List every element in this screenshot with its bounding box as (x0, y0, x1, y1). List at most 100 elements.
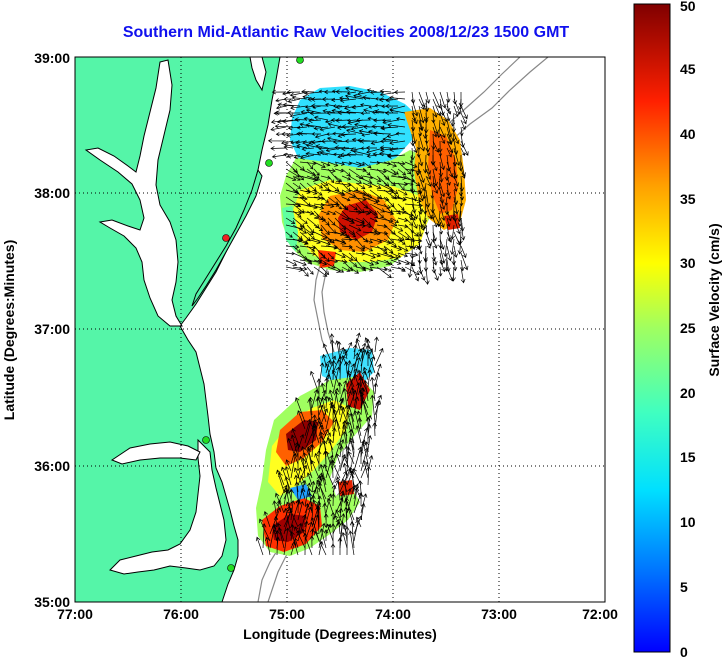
colorbar-tick-label: 5 (680, 579, 688, 595)
station-marker (227, 564, 235, 572)
velocity-arrow (353, 352, 360, 374)
velocity-arrow (410, 161, 415, 173)
velocity-arrow (439, 203, 446, 221)
velocity-arrow (453, 140, 459, 155)
velocity-arrow (390, 245, 403, 251)
velocity-arrow (397, 196, 407, 201)
colorbar-tick-label: 0 (680, 644, 688, 659)
velocity-arrow (319, 126, 336, 132)
velocity-arrow (360, 447, 369, 472)
velocity-arrow (353, 515, 363, 535)
velocity-arrow (364, 337, 376, 360)
velocity-arrow (325, 147, 343, 153)
velocity-arrow (292, 231, 303, 241)
velocity-arrow (446, 245, 453, 262)
velocity-arrow (301, 457, 306, 479)
velocity-arrow (390, 209, 407, 215)
velocity-arrow (326, 136, 343, 142)
velocity-arrow (432, 91, 441, 109)
velocity-arrow (432, 238, 438, 249)
velocity-arrow (357, 417, 362, 430)
velocity-arrow (355, 161, 366, 167)
velocity-arrow (306, 224, 315, 234)
velocity-arrow (380, 147, 399, 153)
velocity-arrow (404, 161, 418, 168)
velocity-arrow (311, 389, 319, 409)
velocity-arrow (286, 501, 299, 528)
velocity-arrow (351, 104, 364, 110)
velocity-arrow (450, 224, 455, 240)
velocity-arrow (313, 115, 329, 121)
velocity-arrow (344, 497, 355, 521)
velocity-arrow (355, 182, 366, 190)
velocity-arrow (451, 266, 456, 282)
velocity-arrow (323, 529, 329, 541)
velocity-arrow (432, 266, 439, 281)
velocity-arrow (369, 252, 381, 258)
velocity-arrow (291, 95, 308, 101)
velocity-arrow (320, 203, 335, 209)
velocity-arrow (318, 540, 324, 556)
velocity-arrow (373, 131, 392, 136)
velocity-arrow (383, 245, 394, 254)
velocity-arrow (275, 530, 280, 556)
velocity-arrow (306, 245, 316, 252)
velocity-arrow (292, 182, 302, 189)
velocity-arrow (397, 245, 409, 252)
velocity-arrow (394, 90, 406, 95)
velocity-arrow (332, 409, 341, 437)
velocity-arrow (353, 93, 371, 100)
velocity-arrow (318, 428, 329, 451)
velocity-arrow (352, 149, 371, 156)
velocity-arrow (341, 478, 348, 493)
velocity-arrow (346, 488, 352, 500)
velocity-arrow (384, 110, 398, 116)
velocity-arrow (285, 210, 302, 216)
velocity-arrow (411, 140, 418, 154)
velocity-arrow (341, 196, 351, 202)
velocity-arrow (315, 505, 320, 535)
velocity-arrow (460, 224, 466, 241)
velocity-arrow (348, 237, 358, 242)
x-tick-label: 75:00 (269, 606, 305, 622)
velocity-arrow (453, 245, 458, 258)
velocity-arrow (439, 154, 446, 171)
velocity-arrow (362, 238, 374, 244)
velocity-arrow (281, 131, 294, 137)
velocity-arrow (459, 196, 464, 207)
velocity-arrow (418, 203, 423, 213)
velocity-arrow (432, 252, 438, 266)
velocity-arrow (409, 154, 414, 164)
velocity-arrow (383, 259, 393, 266)
velocity-arrow (372, 422, 377, 437)
velocity-arrow (373, 118, 385, 123)
velocity-arrow (263, 511, 271, 528)
velocity-arrow (422, 196, 428, 215)
velocity-arrow (369, 217, 378, 223)
velocity-arrow (424, 112, 429, 124)
y-axis-ticks: 39:00 38:00 37:00 36:00 35:00 (34, 50, 70, 610)
velocity-arrow (346, 109, 364, 115)
velocity-arrow (323, 513, 329, 528)
velocity-arrow (390, 252, 402, 258)
velocity-arrow (334, 145, 350, 150)
station-marker (222, 234, 230, 242)
velocity-arrow (453, 133, 460, 145)
velocity-arrow (446, 112, 451, 122)
velocity-arrow (439, 182, 446, 198)
velocity-arrow (424, 133, 429, 145)
velocity-arrow (355, 245, 365, 252)
velocity-arrow (353, 446, 363, 472)
velocity-arrow (425, 168, 432, 180)
velocity-arrow (444, 196, 448, 206)
velocity-arrow (285, 217, 296, 224)
velocity-arrow (353, 409, 362, 437)
velocity-arrow (344, 526, 350, 556)
velocity-arrow (366, 465, 372, 486)
velocity-arrow (418, 105, 425, 124)
velocity-arrow (453, 168, 458, 179)
velocity-arrow (360, 111, 371, 116)
velocity-arrow (313, 182, 324, 189)
velocity-arrow (294, 397, 306, 423)
velocity-arrow (341, 252, 354, 261)
